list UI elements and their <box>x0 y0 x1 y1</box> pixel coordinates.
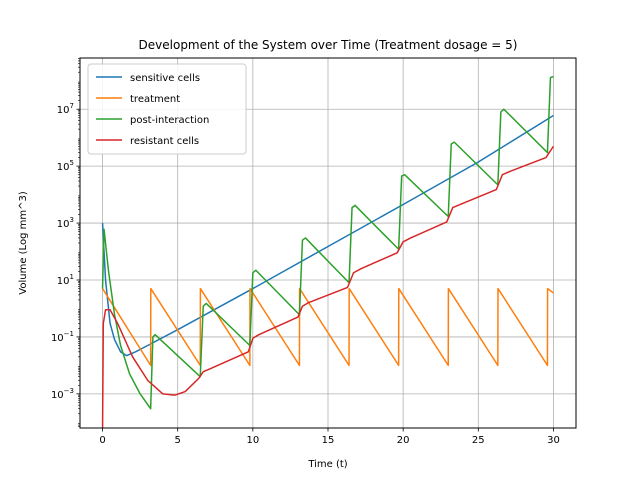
x-tick-label: 5 <box>175 435 181 446</box>
plot-area <box>101 75 555 428</box>
series-line-resistant-cells <box>101 145 555 428</box>
y-axis: 10−3 10−1 101 103 105 107 <box>51 58 80 428</box>
y-tick-label: 10−3 <box>51 387 74 401</box>
x-axis: 0 5 10 15 20 25 30 <box>99 428 560 446</box>
series-line-treatment <box>101 287 554 367</box>
series-line-sensitive-cells <box>101 114 554 357</box>
chart-title: Development of the System over Time (Tre… <box>139 38 518 52</box>
legend: sensitive cells treatment post-interaction… <box>87 63 247 155</box>
legend-entry: resistant cells <box>130 136 199 147</box>
x-tick-label: 10 <box>246 435 259 446</box>
legend-entry: post-interaction <box>130 115 209 126</box>
x-tick-label: 0 <box>99 435 105 446</box>
x-tick-label: 15 <box>322 435 335 446</box>
y-tick-label: 107 <box>57 102 74 116</box>
y-axis-label: Volume (Log mm^3) <box>18 191 29 295</box>
x-tick-label: 30 <box>547 435 560 446</box>
legend-entry: treatment <box>130 94 180 105</box>
x-tick-label: 20 <box>397 435 410 446</box>
x-tick-label: 25 <box>472 435 485 446</box>
y-tick-label: 103 <box>57 216 74 230</box>
x-axis-label: Time (t) <box>307 459 347 470</box>
y-tick-label: 10−1 <box>51 330 74 344</box>
series-line-post-interaction <box>101 75 554 410</box>
legend-entry: sensitive cells <box>130 73 200 84</box>
y-tick-label: 105 <box>57 159 74 173</box>
y-tick-label: 101 <box>57 273 74 287</box>
legend-box <box>87 63 247 155</box>
